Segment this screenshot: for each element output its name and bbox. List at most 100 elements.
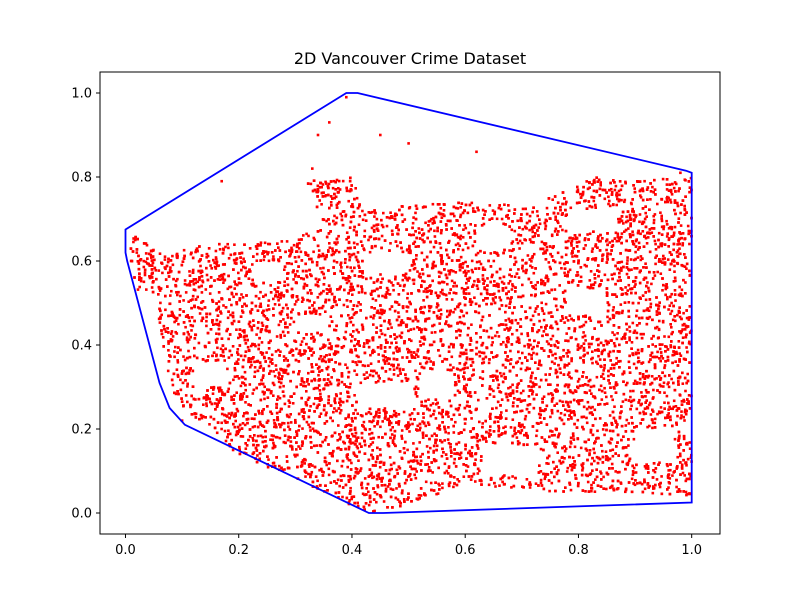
data-point bbox=[488, 204, 492, 207]
data-point bbox=[447, 465, 451, 468]
data-point bbox=[179, 294, 182, 298]
data-point bbox=[370, 245, 374, 248]
data-point bbox=[472, 373, 475, 376]
data-point bbox=[459, 368, 462, 372]
data-point bbox=[263, 241, 267, 245]
data-point bbox=[260, 341, 264, 344]
data-point bbox=[325, 382, 329, 385]
data-point bbox=[493, 280, 496, 283]
data-point bbox=[630, 202, 633, 206]
data-point bbox=[351, 203, 354, 206]
data-point bbox=[309, 429, 312, 432]
data-point bbox=[590, 411, 593, 414]
data-point bbox=[293, 303, 297, 306]
data-point bbox=[292, 278, 295, 281]
data-point bbox=[598, 358, 602, 361]
data-point bbox=[163, 255, 167, 258]
data-point bbox=[656, 350, 659, 354]
data-point bbox=[390, 433, 394, 436]
data-point bbox=[197, 260, 201, 263]
data-point bbox=[237, 271, 240, 275]
data-point bbox=[347, 199, 350, 203]
data-point bbox=[564, 447, 568, 450]
data-point bbox=[430, 343, 434, 347]
data-point bbox=[361, 364, 365, 367]
data-point bbox=[491, 297, 495, 300]
data-point bbox=[420, 330, 423, 334]
data-point bbox=[667, 335, 671, 339]
data-point bbox=[644, 412, 648, 415]
data-point bbox=[191, 268, 195, 272]
data-point bbox=[639, 255, 643, 258]
data-point bbox=[449, 455, 453, 458]
data-point bbox=[432, 219, 436, 223]
data-point bbox=[328, 360, 331, 363]
data-point bbox=[638, 220, 641, 224]
data-point bbox=[492, 299, 495, 302]
data-point bbox=[318, 468, 321, 472]
data-point bbox=[313, 338, 316, 342]
data-point bbox=[304, 349, 307, 353]
data-point bbox=[248, 383, 252, 386]
data-point bbox=[244, 388, 247, 392]
data-point bbox=[673, 225, 677, 229]
data-point bbox=[662, 381, 666, 385]
data-point bbox=[521, 283, 524, 287]
data-point bbox=[464, 274, 467, 278]
data-point bbox=[267, 259, 271, 263]
data-point bbox=[293, 453, 296, 457]
data-point bbox=[518, 247, 521, 250]
data-point bbox=[520, 332, 523, 336]
data-point bbox=[650, 375, 654, 378]
data-point bbox=[218, 390, 221, 393]
data-point bbox=[244, 447, 248, 450]
data-point bbox=[621, 288, 624, 291]
data-point bbox=[142, 280, 146, 284]
data-point bbox=[345, 231, 349, 234]
data-point bbox=[437, 482, 440, 486]
data-point bbox=[470, 452, 473, 455]
data-point bbox=[161, 271, 164, 275]
data-point bbox=[145, 288, 148, 291]
data-point bbox=[599, 384, 603, 388]
data-point bbox=[559, 225, 562, 228]
data-point bbox=[187, 349, 190, 353]
data-point bbox=[519, 391, 523, 395]
data-point bbox=[676, 414, 679, 418]
data-point bbox=[671, 318, 675, 322]
data-point bbox=[585, 421, 589, 425]
data-point bbox=[653, 274, 657, 277]
data-point bbox=[511, 418, 515, 421]
data-point bbox=[170, 289, 173, 293]
data-point bbox=[527, 395, 531, 398]
data-point bbox=[667, 412, 670, 415]
data-point bbox=[475, 260, 479, 264]
data-point bbox=[594, 206, 597, 209]
data-point bbox=[344, 363, 347, 366]
data-point bbox=[535, 421, 539, 425]
data-point bbox=[218, 248, 222, 251]
data-point bbox=[186, 385, 189, 388]
data-point bbox=[428, 274, 431, 278]
data-point bbox=[384, 487, 388, 491]
data-point bbox=[210, 267, 213, 270]
data-point bbox=[469, 349, 473, 352]
data-point bbox=[548, 291, 551, 294]
data-point bbox=[581, 469, 584, 472]
data-point bbox=[352, 313, 356, 316]
data-point bbox=[627, 283, 631, 287]
data-point bbox=[432, 449, 435, 453]
data-point bbox=[566, 466, 570, 470]
data-point bbox=[255, 333, 258, 336]
data-point bbox=[594, 478, 597, 481]
data-point bbox=[439, 207, 443, 210]
data-point bbox=[354, 408, 357, 412]
data-point bbox=[662, 254, 665, 258]
data-point bbox=[428, 219, 432, 223]
data-point bbox=[663, 391, 666, 394]
data-point bbox=[481, 274, 485, 277]
data-point bbox=[482, 361, 486, 364]
data-point bbox=[390, 378, 393, 381]
data-point bbox=[176, 359, 179, 362]
data-point bbox=[456, 235, 460, 239]
